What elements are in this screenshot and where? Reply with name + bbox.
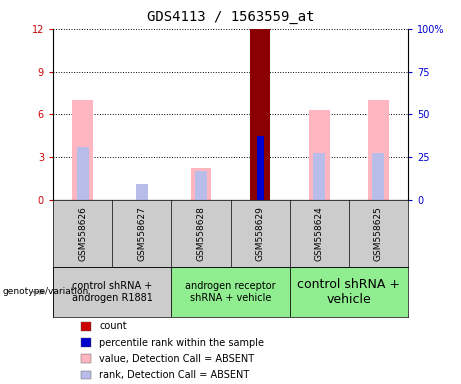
Bar <box>368 100 389 200</box>
Text: GSM558625: GSM558625 <box>374 206 383 261</box>
Text: GSM558626: GSM558626 <box>78 206 87 261</box>
Text: control shRNA +
androgen R1881: control shRNA + androgen R1881 <box>72 281 153 303</box>
Bar <box>77 147 89 200</box>
Text: androgen receptor
shRNA + vehicle: androgen receptor shRNA + vehicle <box>185 281 276 303</box>
Bar <box>171 267 290 317</box>
Bar <box>72 100 93 200</box>
Bar <box>254 136 266 200</box>
Bar <box>53 267 171 317</box>
Bar <box>136 184 148 200</box>
Text: rank, Detection Call = ABSENT: rank, Detection Call = ABSENT <box>99 370 249 380</box>
Text: GDS4113 / 1563559_at: GDS4113 / 1563559_at <box>147 10 314 23</box>
Text: count: count <box>99 321 127 331</box>
Text: genotype/variation: genotype/variation <box>2 287 89 296</box>
Bar <box>309 110 330 200</box>
Text: percentile rank within the sample: percentile rank within the sample <box>99 338 264 348</box>
Text: GSM558629: GSM558629 <box>255 206 265 261</box>
Bar <box>290 267 408 317</box>
Text: value, Detection Call = ABSENT: value, Detection Call = ABSENT <box>99 354 254 364</box>
Bar <box>195 171 207 200</box>
Text: GSM558628: GSM558628 <box>196 206 206 261</box>
Bar <box>313 153 325 200</box>
Bar <box>190 168 211 200</box>
Bar <box>256 136 264 200</box>
Text: GSM558624: GSM558624 <box>315 206 324 261</box>
Bar <box>250 29 271 200</box>
Bar <box>372 153 384 200</box>
Text: GSM558627: GSM558627 <box>137 206 146 261</box>
Text: control shRNA +
vehicle: control shRNA + vehicle <box>297 278 400 306</box>
